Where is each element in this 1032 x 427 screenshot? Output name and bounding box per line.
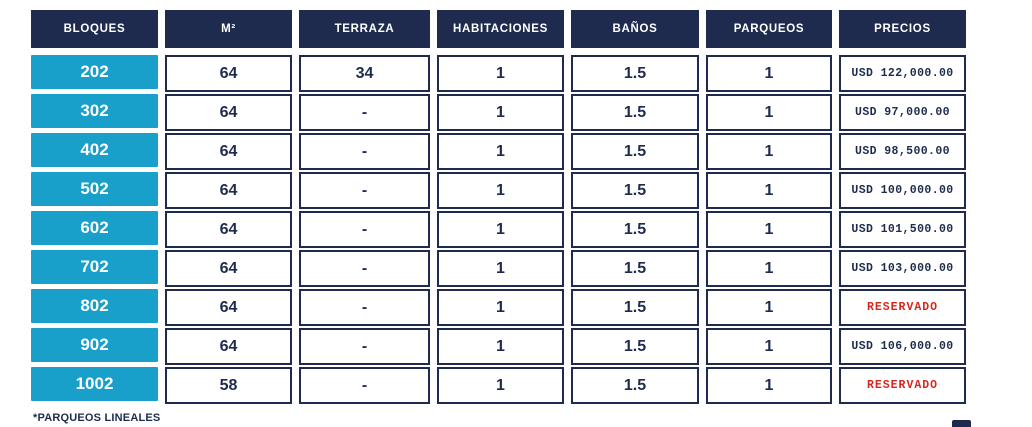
cell-banos: 1.5 <box>571 328 699 365</box>
table-row: 302 64-1 1.5 1 USD 97,000.00 <box>31 94 966 131</box>
cell-bloque: 302 <box>31 94 158 128</box>
cell-precio: USD 100,000.00 <box>839 172 966 209</box>
cell-parqueos: 1 <box>706 211 832 248</box>
table-row: 402 64-1 1.5 1 USD 98,500.00 <box>31 133 966 170</box>
table-row: 502 64-1 1.5 1 USD 100,000.00 <box>31 172 966 209</box>
header-cell-bloque: BLOQUES <box>31 10 158 48</box>
table-row: 902 64-1 1.5 1 USD 106,000.00 <box>31 328 966 365</box>
cell-m2: 64 <box>165 289 292 326</box>
cell-m2: 64 <box>165 172 292 209</box>
cell-terraza: 34 <box>299 55 430 92</box>
cell-terraza: - <box>299 328 430 365</box>
table-row: 702 64-1 1.5 1 USD 103,000.00 <box>31 250 966 287</box>
cell-terraza: - <box>299 133 430 170</box>
cell-parqueos: 1 <box>706 172 832 209</box>
table-row: 602 64-1 1.5 1 USD 101,500.00 <box>31 211 966 248</box>
cell-bloque: 602 <box>31 211 158 245</box>
cell-bloque: 802 <box>31 289 158 323</box>
cell-m2: 64 <box>165 94 292 131</box>
cell-terraza: - <box>299 289 430 326</box>
cell-precio: USD 101,500.00 <box>839 211 966 248</box>
header-cell-m2: M² <box>165 10 292 48</box>
cell-terraza: - <box>299 94 430 131</box>
header-cell-habitaciones: HABITACIONES <box>437 10 564 48</box>
cell-terraza: - <box>299 172 430 209</box>
cell-parqueos: 1 <box>706 94 832 131</box>
price-table: BLOQUES M² TERRAZA HABITACIONES BAÑOS PARQUEO… <box>31 10 966 406</box>
cell-habitaciones: 1 <box>437 133 564 170</box>
cell-m2: 64 <box>165 55 292 92</box>
cell-habitaciones: 1 <box>437 55 564 92</box>
cell-parqueos: 1 <box>706 328 832 365</box>
cell-m2: 64 <box>165 328 292 365</box>
cell-habitaciones: 1 <box>437 367 564 404</box>
cell-banos: 1.5 <box>571 250 699 287</box>
table-body: 202 64 34 1 1.5 1 USD 122,000.00 302 64-1 1.5 1 USD… <box>31 55 966 404</box>
cell-bloque: 902 <box>31 328 158 362</box>
cell-banos: 1.5 <box>571 367 699 404</box>
cell-bloque: 702 <box>31 250 158 284</box>
table-header-row: BLOQUES M² TERRAZA HABITACIONES BAÑOS PARQUEO… <box>31 10 966 48</box>
cell-banos: 1.5 <box>571 94 699 131</box>
cell-m2: 64 <box>165 211 292 248</box>
cell-precio: USD 103,000.00 <box>839 250 966 287</box>
cell-m2: 64 <box>165 133 292 170</box>
cell-m2: 58 <box>165 367 292 404</box>
cell-bloque: 402 <box>31 133 158 167</box>
cell-banos: 1.5 <box>571 133 699 170</box>
cell-precio: RESERVADO <box>839 367 966 404</box>
header-cell-precio: PRECIOS <box>839 10 966 48</box>
cell-bloque: 1002 <box>31 367 158 401</box>
table-row: 802 64-1 1.5 1 RESERVADO <box>31 289 966 326</box>
cell-parqueos: 1 <box>706 367 832 404</box>
cell-parqueos: 1 <box>706 289 832 326</box>
cell-habitaciones: 1 <box>437 328 564 365</box>
cell-m2: 64 <box>165 250 292 287</box>
cell-precio: USD 106,000.00 <box>839 328 966 365</box>
cell-precio: RESERVADO <box>839 289 966 326</box>
cell-bloque: 502 <box>31 172 158 206</box>
partial-logo-mark <box>952 420 971 427</box>
cell-terraza: - <box>299 250 430 287</box>
cell-precio: USD 97,000.00 <box>839 94 966 131</box>
cell-habitaciones: 1 <box>437 211 564 248</box>
table-row: 1002 58-1 1.5 1 RESERVADO <box>31 367 966 404</box>
cell-parqueos: 1 <box>706 133 832 170</box>
cell-precio: USD 122,000.00 <box>839 55 966 92</box>
cell-bloque: 202 <box>31 55 158 89</box>
cell-banos: 1.5 <box>571 172 699 209</box>
cell-habitaciones: 1 <box>437 94 564 131</box>
header-cell-terraza: TERRAZA <box>299 10 430 48</box>
cell-banos: 1.5 <box>571 55 699 92</box>
header-cell-banos: BAÑOS <box>571 10 699 48</box>
cell-terraza: - <box>299 367 430 404</box>
cell-habitaciones: 1 <box>437 250 564 287</box>
cell-banos: 1.5 <box>571 289 699 326</box>
cell-precio: USD 98,500.00 <box>839 133 966 170</box>
cell-parqueos: 1 <box>706 250 832 287</box>
cell-terraza: - <box>299 211 430 248</box>
table-row: 202 64 34 1 1.5 1 USD 122,000.00 <box>31 55 966 92</box>
cell-banos: 1.5 <box>571 211 699 248</box>
header-cell-parqueos: PARQUEOS <box>706 10 832 48</box>
cell-parqueos: 1 <box>706 55 832 92</box>
cell-habitaciones: 1 <box>437 172 564 209</box>
footnote: *PARQUEOS LINEALES <box>33 412 161 424</box>
cell-habitaciones: 1 <box>437 289 564 326</box>
